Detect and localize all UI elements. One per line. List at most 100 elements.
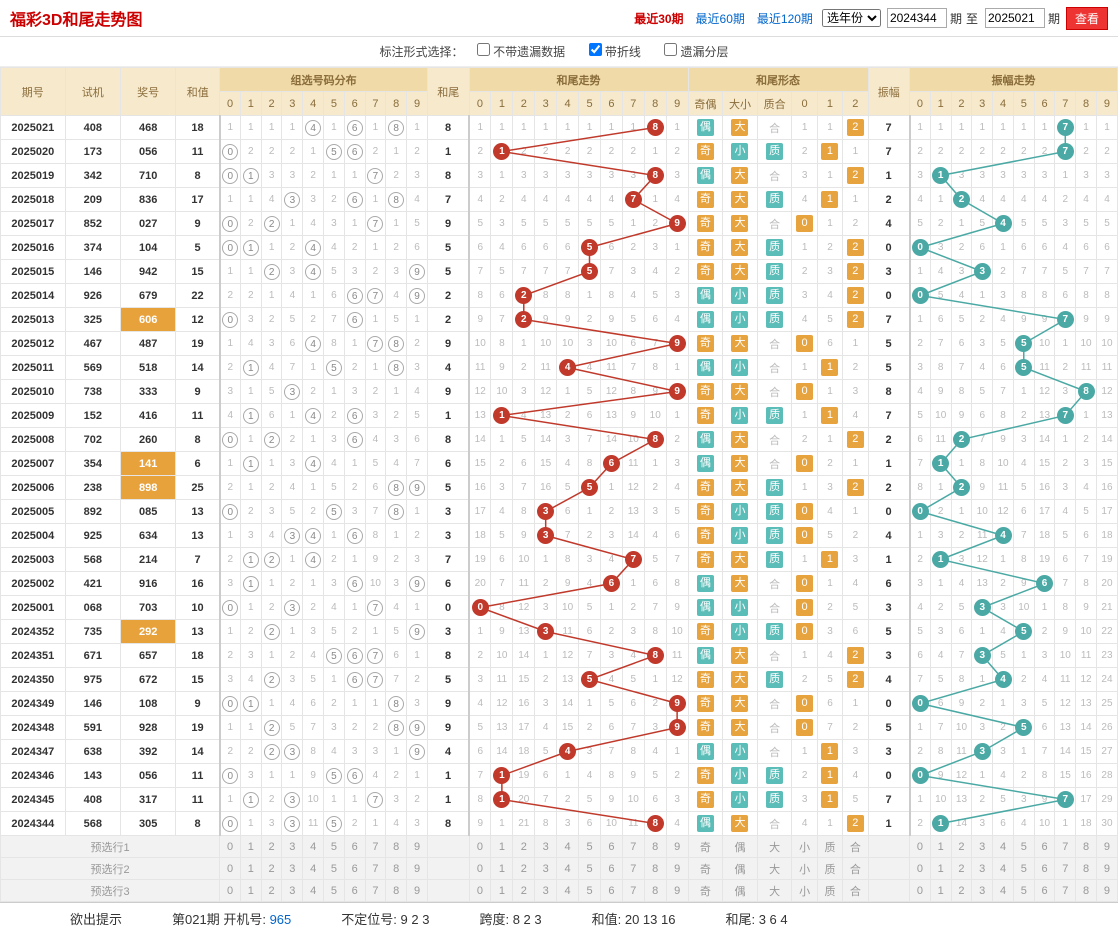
cell-zf-miss: 15 [1055, 764, 1076, 788]
cell-hw: 1 [427, 140, 469, 164]
from-period-input[interactable] [887, 8, 947, 28]
cell-lu-miss: 1 [843, 332, 868, 356]
cell-hw-miss: 11 [535, 356, 557, 380]
cell-zf-miss: 7 [1013, 524, 1034, 548]
cell-zx: 4 [303, 548, 324, 572]
to-period-input[interactable] [985, 8, 1045, 28]
cell-hw-miss: 5 [535, 740, 557, 764]
cell-hw-miss: 4 [666, 812, 688, 836]
period-link[interactable]: 最近120期 [757, 12, 813, 26]
predict-row[interactable]: 预选行101234567890123456789奇偶大小质合0123456789 [1, 836, 1118, 858]
cell-lu: 0 [792, 620, 817, 644]
cell-zf: 5 [868, 716, 910, 740]
cell-period: 2025020 [1, 140, 66, 164]
cell-lu-miss: 1 [817, 164, 842, 188]
cell-hw: 9 [427, 212, 469, 236]
cell-zx-miss: 4 [261, 356, 282, 380]
th-digit: 5 [579, 92, 601, 116]
cell-hw-miss: 3 [513, 164, 535, 188]
cell-hw-miss: 2 [513, 356, 535, 380]
cell-zf-trend: 3 [972, 644, 993, 668]
cell-zh: 合 [757, 116, 792, 140]
cell-period: 2025012 [1, 332, 66, 356]
cell-zf-miss: 8 [930, 356, 951, 380]
cell-zx-miss: 1 [282, 548, 303, 572]
cell-hw-miss: 4 [622, 644, 644, 668]
cell-hw: 5 [427, 476, 469, 500]
cell-zx-miss: 3 [240, 764, 261, 788]
cell-zf-miss: 8 [910, 476, 931, 500]
cell-zf-miss: 24 [1096, 668, 1117, 692]
cell-hw-miss: 7 [469, 260, 491, 284]
cell-lu-miss: 3 [792, 284, 817, 308]
cell-hw-miss: 18 [469, 524, 491, 548]
cell-zf: 2 [868, 476, 910, 500]
cell-dx: 大 [723, 116, 758, 140]
cell-hw-miss: 1 [491, 812, 513, 836]
cell-jo: 奇 [688, 788, 723, 812]
cell-hw-miss: 12 [600, 380, 622, 404]
cell-zx-miss: 4 [303, 212, 324, 236]
cell-hw-miss: 2 [491, 188, 513, 212]
opt-line[interactable]: 带折线 [589, 45, 641, 59]
search-button[interactable]: 查看 [1066, 7, 1108, 30]
cell-zx-miss: 5 [282, 500, 303, 524]
cell-zf-miss: 9 [972, 476, 993, 500]
cell-zx-miss: 8 [303, 740, 324, 764]
cell-hz: 11 [176, 764, 220, 788]
th-digit: 8 [386, 92, 407, 116]
cell-zx-miss: 4 [240, 668, 261, 692]
cell-zf-miss: 2 [951, 524, 972, 548]
year-select[interactable]: 选年份 [822, 9, 881, 27]
cell-hw-miss: 19 [513, 764, 535, 788]
cell-zx-miss: 7 [324, 308, 345, 332]
predict-row[interactable]: 预选行301234567890123456789奇偶大小质合0123456789 [1, 880, 1118, 902]
cell-dx: 大 [723, 668, 758, 692]
period-link[interactable]: 最近30期 [634, 12, 683, 26]
cell-hz: 8 [176, 428, 220, 452]
cell-shiji: 568 [65, 812, 120, 836]
cell-hw-miss: 3 [491, 212, 513, 236]
cell-zf-miss: 11 [1055, 668, 1076, 692]
th-digit: 9 [1096, 92, 1117, 116]
cell-zx-miss: 6 [386, 644, 407, 668]
cell-zf-miss: 1 [930, 188, 951, 212]
cell-hw-miss: 1 [644, 140, 666, 164]
period-link[interactable]: 最近60期 [696, 12, 745, 26]
cell-lu-miss: 1 [792, 236, 817, 260]
cell-zf-miss: 5 [1013, 476, 1034, 500]
cell-zx-miss: 2 [220, 740, 241, 764]
cell-hz: 10 [176, 596, 220, 620]
opt-no-miss[interactable]: 不带遗漏数据 [477, 45, 565, 59]
cell-zf-miss: 4 [910, 188, 931, 212]
cell-jh: 928 [120, 716, 175, 740]
cell-zx: 3 [282, 812, 303, 836]
cell-zx-miss: 1 [324, 164, 345, 188]
cell-hw-miss: 9 [622, 764, 644, 788]
cell-zf-miss: 13 [951, 788, 972, 812]
cell-zx-miss: 2 [407, 668, 428, 692]
cell-hw-miss: 6 [579, 812, 601, 836]
cell-zh: 质 [757, 260, 792, 284]
cell-period: 2024346 [1, 764, 66, 788]
cell-zf-miss: 3 [910, 356, 931, 380]
cell-hw-miss: 3 [579, 164, 601, 188]
cell-hw-trend: 5 [579, 260, 601, 284]
cell-zf-miss: 3 [951, 260, 972, 284]
cell-zf-miss: 5 [910, 212, 931, 236]
cell-zx-miss: 1 [261, 644, 282, 668]
cell-zf-miss: 6 [1013, 236, 1034, 260]
cell-zx-miss: 2 [407, 332, 428, 356]
cell-zx-miss: 2 [407, 140, 428, 164]
cell-zx-miss: 5 [324, 620, 345, 644]
cell-lu-miss: 3 [792, 788, 817, 812]
predict-row[interactable]: 预选行201234567890123456789奇偶大小质合0123456789 [1, 858, 1118, 880]
cell-zx-miss: 1 [220, 452, 241, 476]
data-row: 2025012467487191436481782910811010310679… [1, 332, 1118, 356]
cell-zx: 6 [344, 116, 365, 140]
cell-zx: 1 [240, 572, 261, 596]
opt-layer[interactable]: 遗漏分层 [664, 45, 728, 59]
cell-zf-miss: 1 [972, 116, 993, 140]
cell-hw-miss: 1 [535, 116, 557, 140]
cell-hw-trend: 5 [579, 236, 601, 260]
